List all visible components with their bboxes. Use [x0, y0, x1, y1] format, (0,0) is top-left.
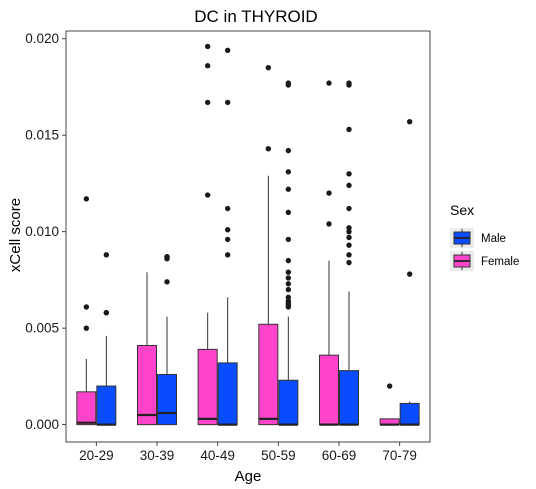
box-female-50-59: [258, 64, 279, 426]
outlier-point: [224, 99, 231, 106]
y-tick-label: 0.005: [25, 321, 59, 336]
box-male-30-39: [157, 254, 177, 426]
outlier-point: [285, 269, 292, 275]
outlier-point: [326, 221, 332, 227]
outlier-point: [204, 192, 211, 198]
box-male-40-49: [217, 47, 238, 426]
outlier-point: [265, 64, 272, 71]
outlier-point: [103, 310, 110, 316]
outlier-point: [285, 209, 292, 216]
legend-entries: Male Female: [450, 228, 519, 271]
plot-layer: [76, 43, 420, 426]
box-female-40-49: [197, 43, 218, 426]
outlier-point: [285, 286, 292, 293]
outlier-point: [224, 227, 231, 233]
outlier-point: [164, 279, 170, 285]
outlier-point: [346, 242, 352, 248]
outlier-point: [406, 271, 413, 277]
legend: Sex Male Female: [450, 202, 519, 271]
outlier-point: [83, 325, 90, 331]
outlier-point: [346, 171, 352, 177]
outlier-point: [285, 294, 292, 300]
outlier-point: [285, 257, 292, 264]
outlier-point: [204, 99, 211, 106]
outlier-point: [204, 43, 211, 50]
x-tick-label: 60-69: [322, 448, 357, 463]
outlier-point: [346, 126, 352, 133]
chart-title: DC in THYROID: [194, 7, 317, 26]
outlier-point: [285, 147, 292, 154]
y-tick-label: 0.000: [25, 417, 59, 432]
outlier-point: [326, 80, 332, 86]
legend-title: Sex: [450, 202, 474, 218]
box-rect: [278, 379, 299, 426]
outlier-point: [164, 254, 170, 260]
outlier-point: [285, 298, 292, 304]
legend-label: Female: [481, 256, 519, 268]
y-axis-title: xCell score: [7, 198, 24, 272]
outlier-point: [83, 304, 90, 310]
x-tick-label: 20-29: [79, 448, 114, 463]
outlier-point: [285, 281, 292, 287]
box-female-20-29: [76, 196, 97, 426]
y-tick-label: 0.015: [25, 128, 59, 143]
outlier-point: [285, 80, 292, 86]
outlier-point: [346, 205, 352, 212]
x-tick-label: 40-49: [200, 448, 235, 463]
outlier-point: [346, 259, 352, 266]
box-rect: [339, 370, 359, 426]
legend-entry-male: Male: [450, 228, 506, 248]
box-rect: [197, 348, 218, 426]
outlier-point: [346, 234, 352, 241]
outlier-point: [346, 80, 352, 86]
outlier-point: [83, 196, 90, 202]
box-male-50-59: [278, 80, 299, 426]
box-rect: [157, 373, 177, 426]
outlier-point: [224, 205, 231, 212]
outlier-point: [326, 190, 332, 196]
y-tick-label: 0.020: [25, 31, 59, 46]
x-tick-label: 70-79: [382, 448, 417, 463]
x-axis-title: Age: [235, 468, 262, 485]
plot-panel: [65, 30, 431, 443]
outlier-point: [285, 275, 292, 281]
box-rect: [399, 402, 420, 426]
x-tick-label: 50-59: [261, 448, 296, 463]
legend-label: Male: [481, 233, 506, 245]
box-male-60-69: [339, 80, 359, 426]
outlier-point: [285, 236, 292, 243]
outlier-point: [346, 252, 352, 258]
outlier-point: [103, 252, 110, 258]
box-female-70-79: [379, 383, 400, 426]
outlier-point: [204, 63, 211, 69]
y-tick-label: 0.010: [25, 224, 59, 239]
box-male-70-79: [399, 118, 420, 426]
outlier-point: [224, 47, 231, 53]
outlier-point: [224, 252, 231, 258]
box-female-30-39: [137, 272, 157, 426]
box-rect: [319, 354, 339, 426]
x-tick-label: 30-39: [140, 448, 175, 463]
box-rect: [96, 385, 117, 426]
legend-entry-female: Female: [450, 251, 519, 271]
outlier-point: [346, 182, 352, 189]
outlier-point: [346, 228, 352, 235]
outlier-point: [386, 383, 393, 389]
outlier-point: [224, 236, 231, 243]
outlier-point: [285, 186, 292, 192]
outlier-point: [346, 225, 352, 231]
box-rect: [137, 345, 157, 426]
box-male-20-29: [96, 252, 117, 426]
axes: 0.000 0.005 0.010 0.015 0.020 20-29 30-39 40-49…: [25, 31, 417, 463]
box-rect: [217, 362, 238, 426]
box-rect: [258, 323, 279, 426]
box-rect: [76, 391, 97, 426]
box-female-60-69: [319, 80, 339, 426]
outlier-point: [406, 118, 413, 125]
outlier-point: [265, 146, 272, 152]
outlier-point: [285, 169, 292, 175]
